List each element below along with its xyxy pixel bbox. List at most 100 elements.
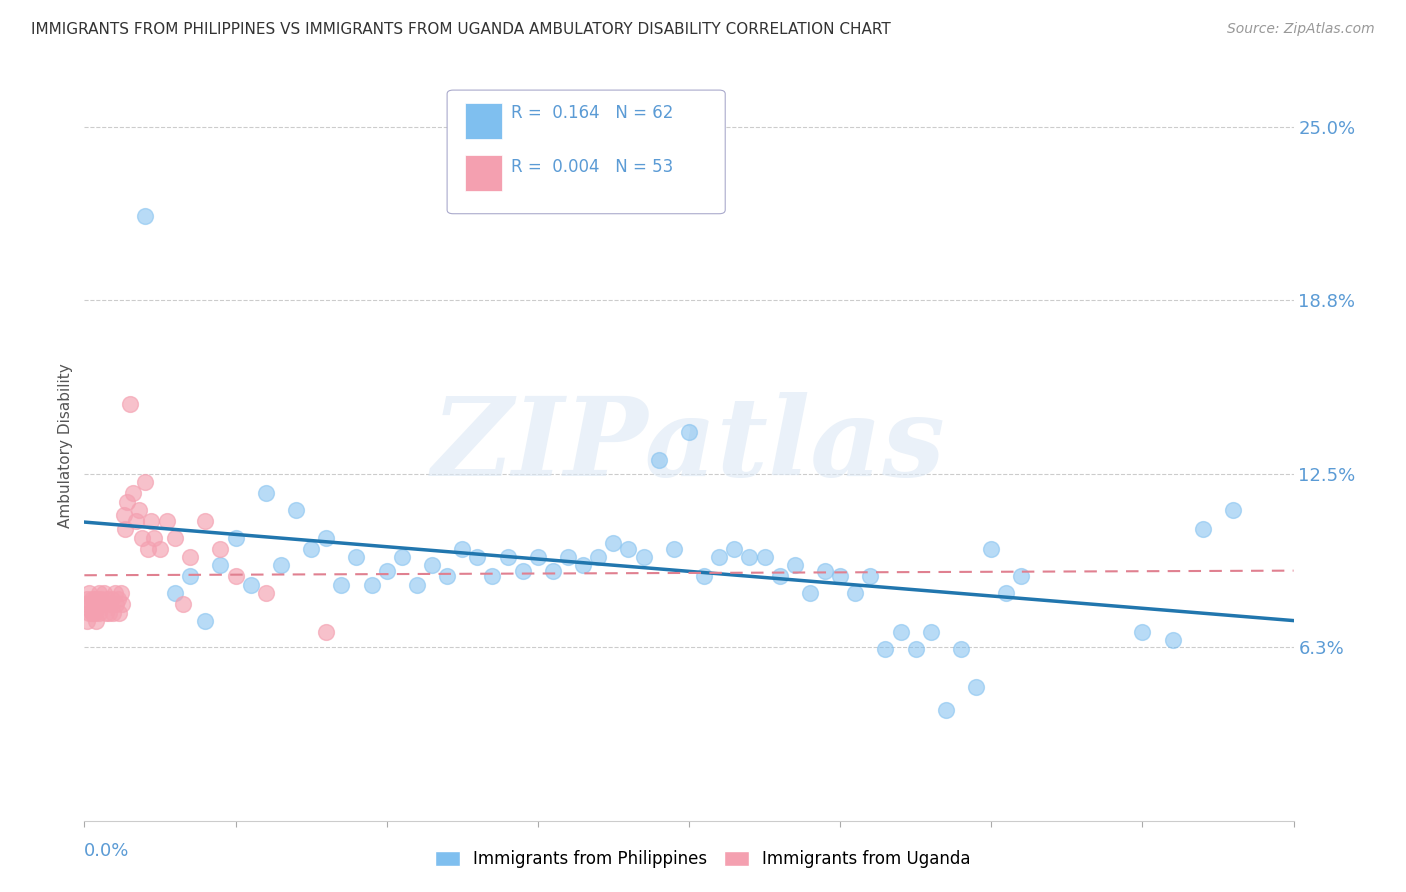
- Text: ZIPatlas: ZIPatlas: [432, 392, 946, 500]
- Point: [87, 591, 110, 606]
- Point: [754, 549, 776, 564]
- Point: [121, 486, 143, 500]
- Point: [101, 606, 124, 620]
- Point: [920, 624, 942, 639]
- Point: [225, 569, 247, 583]
- Point: [285, 503, 308, 517]
- Bar: [465, 155, 502, 191]
- Point: [315, 624, 337, 639]
- Point: [299, 541, 322, 556]
- Point: [830, 569, 852, 583]
- Point: [875, 641, 897, 656]
- Point: [80, 606, 103, 620]
- Point: [467, 549, 489, 564]
- Point: [239, 578, 262, 592]
- Point: [100, 591, 122, 606]
- Point: [89, 586, 111, 600]
- Point: [156, 514, 179, 528]
- Point: [950, 641, 973, 656]
- Point: [110, 586, 132, 600]
- Point: [1192, 522, 1215, 536]
- Point: [139, 514, 162, 528]
- Point: [723, 541, 745, 556]
- Point: [165, 586, 187, 600]
- Point: [270, 558, 292, 573]
- Point: [451, 541, 474, 556]
- Point: [315, 531, 337, 545]
- Point: [142, 531, 165, 545]
- Point: [114, 522, 136, 536]
- Point: [80, 591, 103, 606]
- Point: [406, 578, 429, 592]
- Point: [98, 597, 121, 611]
- Point: [79, 597, 101, 611]
- Point: [980, 541, 1002, 556]
- Point: [557, 549, 579, 564]
- Point: [1130, 624, 1153, 639]
- Point: [128, 503, 150, 517]
- Point: [512, 564, 534, 578]
- Point: [225, 531, 247, 545]
- Point: [165, 531, 187, 545]
- Point: [115, 494, 138, 508]
- Text: IMMIGRANTS FROM PHILIPPINES VS IMMIGRANTS FROM UGANDA AMBULATORY DISABILITY CORR: IMMIGRANTS FROM PHILIPPINES VS IMMIGRANT…: [31, 22, 890, 37]
- Point: [108, 606, 131, 620]
- Point: [360, 578, 382, 592]
- Point: [588, 549, 610, 564]
- Legend: Immigrants from Philippines, Immigrants from Uganda: Immigrants from Philippines, Immigrants …: [429, 844, 977, 875]
- Point: [346, 549, 368, 564]
- Point: [783, 558, 806, 573]
- Point: [254, 486, 277, 500]
- Point: [436, 569, 458, 583]
- Point: [77, 606, 100, 620]
- Point: [738, 549, 761, 564]
- Point: [209, 558, 232, 573]
- Point: [86, 597, 108, 611]
- Point: [617, 541, 640, 556]
- Point: [97, 606, 120, 620]
- Point: [904, 641, 927, 656]
- Point: [375, 564, 398, 578]
- Point: [84, 606, 107, 620]
- Point: [678, 425, 700, 439]
- Point: [118, 397, 141, 411]
- Point: [86, 614, 108, 628]
- Point: [136, 541, 159, 556]
- Point: [194, 514, 217, 528]
- Point: [709, 549, 731, 564]
- Point: [662, 541, 685, 556]
- Point: [844, 586, 866, 600]
- Point: [111, 597, 134, 611]
- Point: [89, 606, 111, 620]
- Text: R =  0.004   N = 53: R = 0.004 N = 53: [512, 158, 673, 176]
- Point: [112, 508, 135, 523]
- Point: [149, 541, 172, 556]
- Point: [648, 453, 671, 467]
- Point: [1161, 633, 1184, 648]
- Point: [995, 586, 1018, 600]
- Point: [179, 569, 201, 583]
- Point: [527, 549, 550, 564]
- Point: [131, 531, 153, 545]
- Point: [77, 586, 100, 600]
- Point: [125, 514, 148, 528]
- Point: [330, 578, 353, 592]
- FancyBboxPatch shape: [447, 90, 725, 214]
- Point: [76, 591, 98, 606]
- Point: [1222, 503, 1244, 517]
- Point: [209, 541, 232, 556]
- Point: [105, 597, 128, 611]
- Point: [134, 209, 156, 223]
- Text: 0.0%: 0.0%: [84, 842, 129, 860]
- Point: [541, 564, 564, 578]
- Point: [104, 586, 127, 600]
- Point: [391, 549, 413, 564]
- Point: [107, 591, 129, 606]
- Bar: [465, 103, 502, 139]
- Point: [1011, 569, 1033, 583]
- Text: R =  0.164   N = 62: R = 0.164 N = 62: [512, 103, 673, 121]
- Point: [481, 569, 503, 583]
- Point: [633, 549, 655, 564]
- Point: [814, 564, 837, 578]
- Point: [82, 606, 104, 620]
